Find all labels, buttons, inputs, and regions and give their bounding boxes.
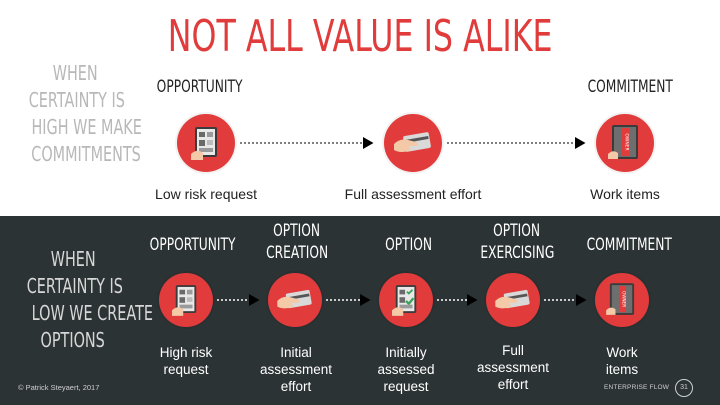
caption-initial-assessment-effort: Initial assessment effort bbox=[259, 345, 333, 394]
bottom-heading: WHEN CERTAINTY IS LOW WE CREATE OPTIONS bbox=[26, 247, 153, 352]
owner-board-icon: OWNER bbox=[595, 273, 649, 327]
arrow-assessment-to-commitment bbox=[447, 137, 586, 149]
checklist-board-icon bbox=[379, 273, 433, 327]
brand-logo: ENTERPRISE FLOW bbox=[604, 384, 670, 391]
bottom-section: WHEN CERTAINTY IS LOW WE CREATE OPTIONS … bbox=[0, 216, 720, 405]
arrow-opportunity-to-assessment bbox=[240, 137, 374, 149]
stage-label-option-exercising: OPTION EXERCISING bbox=[480, 221, 554, 263]
arrow-4 bbox=[544, 294, 587, 306]
stage-label-commitment: COMMITMENT bbox=[586, 235, 672, 255]
document-board-icon bbox=[159, 273, 213, 327]
caption-high-risk-request: High risk request bbox=[159, 345, 213, 377]
svg-text:OWNER: OWNER bbox=[621, 291, 626, 307]
hand-card-icon bbox=[268, 273, 322, 327]
caption-low-risk-request: Low risk request bbox=[155, 186, 257, 202]
stage-label-opportunity: OPPORTUNITY bbox=[149, 235, 236, 255]
top-heading: WHEN CERTAINTY IS HIGH WE MAKE COMMITMEN… bbox=[28, 61, 142, 166]
caption-initially-assessed-request: Initially assessed request bbox=[377, 345, 435, 394]
stage-label-commitment: COMMITMENT bbox=[587, 77, 673, 97]
top-section: NOT ALL VALUE IS ALIKE WHEN CERTAINTY IS… bbox=[28, 11, 673, 202]
caption-full-assessment-effort: Full assessment effort bbox=[344, 186, 482, 202]
hand-card-icon bbox=[384, 114, 442, 172]
page-number: 31 bbox=[675, 379, 693, 397]
stage-label-option: OPTION bbox=[385, 235, 433, 255]
caption-work-items: Work items bbox=[605, 345, 639, 377]
arrow-3 bbox=[437, 294, 478, 306]
hand-card-icon bbox=[486, 273, 540, 327]
arrow-1 bbox=[217, 294, 260, 306]
slide-title: NOT ALL VALUE IS ALIKE bbox=[167, 11, 553, 62]
document-board-icon bbox=[177, 114, 235, 172]
copyright: © Patrick Steyaert, 2017 bbox=[18, 383, 100, 392]
stage-label-option-creation: OPTION CREATION bbox=[265, 221, 329, 263]
svg-text:OWNER: OWNER bbox=[624, 133, 630, 150]
caption-full-assessment-effort: Full assessment effort bbox=[476, 343, 550, 392]
caption-work-items: Work items bbox=[590, 186, 660, 202]
arrow-2 bbox=[326, 294, 371, 306]
owner-board-icon: OWNER bbox=[596, 114, 654, 172]
stage-label-opportunity: OPPORTUNITY bbox=[157, 77, 243, 97]
